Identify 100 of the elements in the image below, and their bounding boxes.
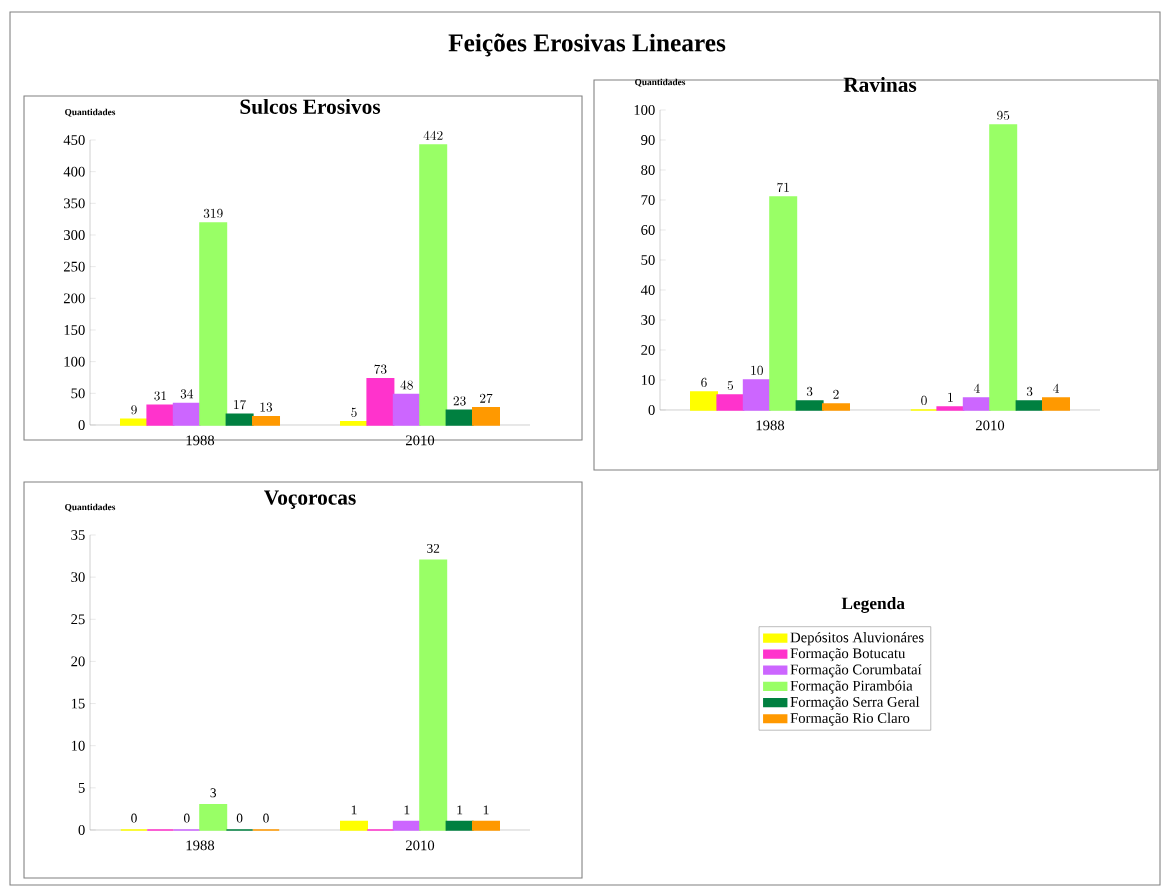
legend-label: Formação Botucatu xyxy=(790,648,906,662)
data-label: 5 xyxy=(351,407,357,417)
bar xyxy=(822,403,850,411)
data-label: 71 xyxy=(777,182,789,193)
data-label: 0 xyxy=(236,813,243,823)
bar xyxy=(989,124,1018,411)
y-tick-label: 5 xyxy=(78,782,85,793)
data-label: 48 xyxy=(400,380,413,390)
y-tick-label: 20 xyxy=(71,656,85,667)
bar xyxy=(472,407,500,426)
bar xyxy=(419,559,448,831)
y-axis-title: Quantidades xyxy=(65,503,116,512)
legend-label: Depósitos Aluvionáres xyxy=(790,632,924,646)
y-tick-label: 200 xyxy=(63,293,85,304)
x-tick-label: 1988 xyxy=(186,840,215,851)
bar xyxy=(172,402,201,426)
data-label: 31 xyxy=(154,391,166,401)
data-label: 1 xyxy=(483,805,489,815)
legend-title: Legenda xyxy=(841,597,905,613)
bar xyxy=(936,406,965,411)
data-label: 9 xyxy=(131,405,137,415)
y-tick-label: 0 xyxy=(78,825,85,835)
y-tick-label: 35 xyxy=(71,530,85,540)
data-label: 0 xyxy=(263,813,269,823)
y-tick-label: 450 xyxy=(63,135,85,145)
data-label: 5 xyxy=(727,380,734,391)
data-label: 17 xyxy=(234,399,247,410)
y-tick-label: 100 xyxy=(634,105,655,115)
y-tick-label: 30 xyxy=(641,315,655,325)
y-axis-title: Quantidades xyxy=(635,78,686,87)
bar xyxy=(690,391,719,411)
x-tick-label: 1988 xyxy=(756,420,785,431)
x-tick-label: 2010 xyxy=(405,840,435,851)
bar xyxy=(252,415,281,426)
y-tick-label: 50 xyxy=(71,388,85,399)
chart-title: Voçorocas xyxy=(264,490,356,509)
data-label: 1 xyxy=(457,805,463,815)
bar xyxy=(445,820,474,831)
y-tick-label: 15 xyxy=(71,698,85,709)
data-label: 319 xyxy=(203,208,223,219)
data-label: 3 xyxy=(806,386,813,397)
bar xyxy=(1042,397,1071,411)
y-tick-label: 300 xyxy=(64,230,85,240)
y-tick-label: 10 xyxy=(71,740,85,751)
y-tick-label: 150 xyxy=(64,325,85,335)
legend-label: Formação Corumbataí xyxy=(790,664,922,678)
bar xyxy=(962,397,991,411)
data-label: 10 xyxy=(751,365,763,376)
bar xyxy=(769,196,798,411)
y-tick-label: 70 xyxy=(641,195,655,205)
y-tick-label: 30 xyxy=(71,572,85,583)
bar xyxy=(716,394,745,411)
y-tick-label: 350 xyxy=(64,198,85,209)
y-tick-label: 25 xyxy=(71,614,85,625)
y-tick-label: 90 xyxy=(641,135,655,145)
bar xyxy=(795,400,824,411)
legend-label: Formação Serra Geral xyxy=(790,696,920,710)
x-tick-label: 2010 xyxy=(405,435,435,446)
y-tick-label: 400 xyxy=(63,166,85,177)
data-label: 2 xyxy=(833,389,839,399)
bar xyxy=(199,222,228,426)
bar xyxy=(392,820,421,831)
data-label: 34 xyxy=(180,389,194,399)
data-label: 4 xyxy=(1053,383,1059,393)
bar xyxy=(225,413,254,426)
data-label: 442 xyxy=(423,130,443,140)
y-tick-label: 80 xyxy=(641,165,655,175)
data-label: 23 xyxy=(453,396,466,406)
legend-label: Formação Rio Claro xyxy=(790,712,910,726)
data-label: 27 xyxy=(480,393,493,403)
bar xyxy=(742,379,771,411)
y-tick-label: 0 xyxy=(78,420,85,430)
bar xyxy=(1015,400,1044,411)
data-label: 3 xyxy=(210,788,217,798)
data-label: 95 xyxy=(997,110,1010,121)
y-tick-label: 10 xyxy=(641,375,655,385)
bar xyxy=(472,820,500,831)
bar xyxy=(445,409,474,426)
chart-subtitle: Sulcos Erosivos xyxy=(240,98,381,114)
bar xyxy=(366,377,395,426)
y-tick-label: 100 xyxy=(64,356,85,367)
data-label: 0 xyxy=(131,813,137,823)
bar xyxy=(340,820,369,831)
x-tick-label: 1988 xyxy=(186,435,215,446)
bar xyxy=(199,803,228,831)
data-label: 0 xyxy=(921,395,927,406)
y-tick-label: 60 xyxy=(641,225,655,235)
y-axis-title: Quantidades xyxy=(65,108,116,117)
bar xyxy=(392,393,421,426)
data-label: 0 xyxy=(183,813,190,823)
bar xyxy=(340,421,369,426)
data-label: 1 xyxy=(948,392,953,402)
data-label: 32 xyxy=(427,543,440,553)
chart-title: Ravinas xyxy=(843,76,917,92)
data-label: 13 xyxy=(260,402,273,412)
data-label: 73 xyxy=(374,364,387,374)
x-tick-label: 2010 xyxy=(975,420,1005,431)
bar xyxy=(419,144,448,426)
data-label: 4 xyxy=(973,383,980,393)
y-tick-label: 250 xyxy=(63,261,85,272)
